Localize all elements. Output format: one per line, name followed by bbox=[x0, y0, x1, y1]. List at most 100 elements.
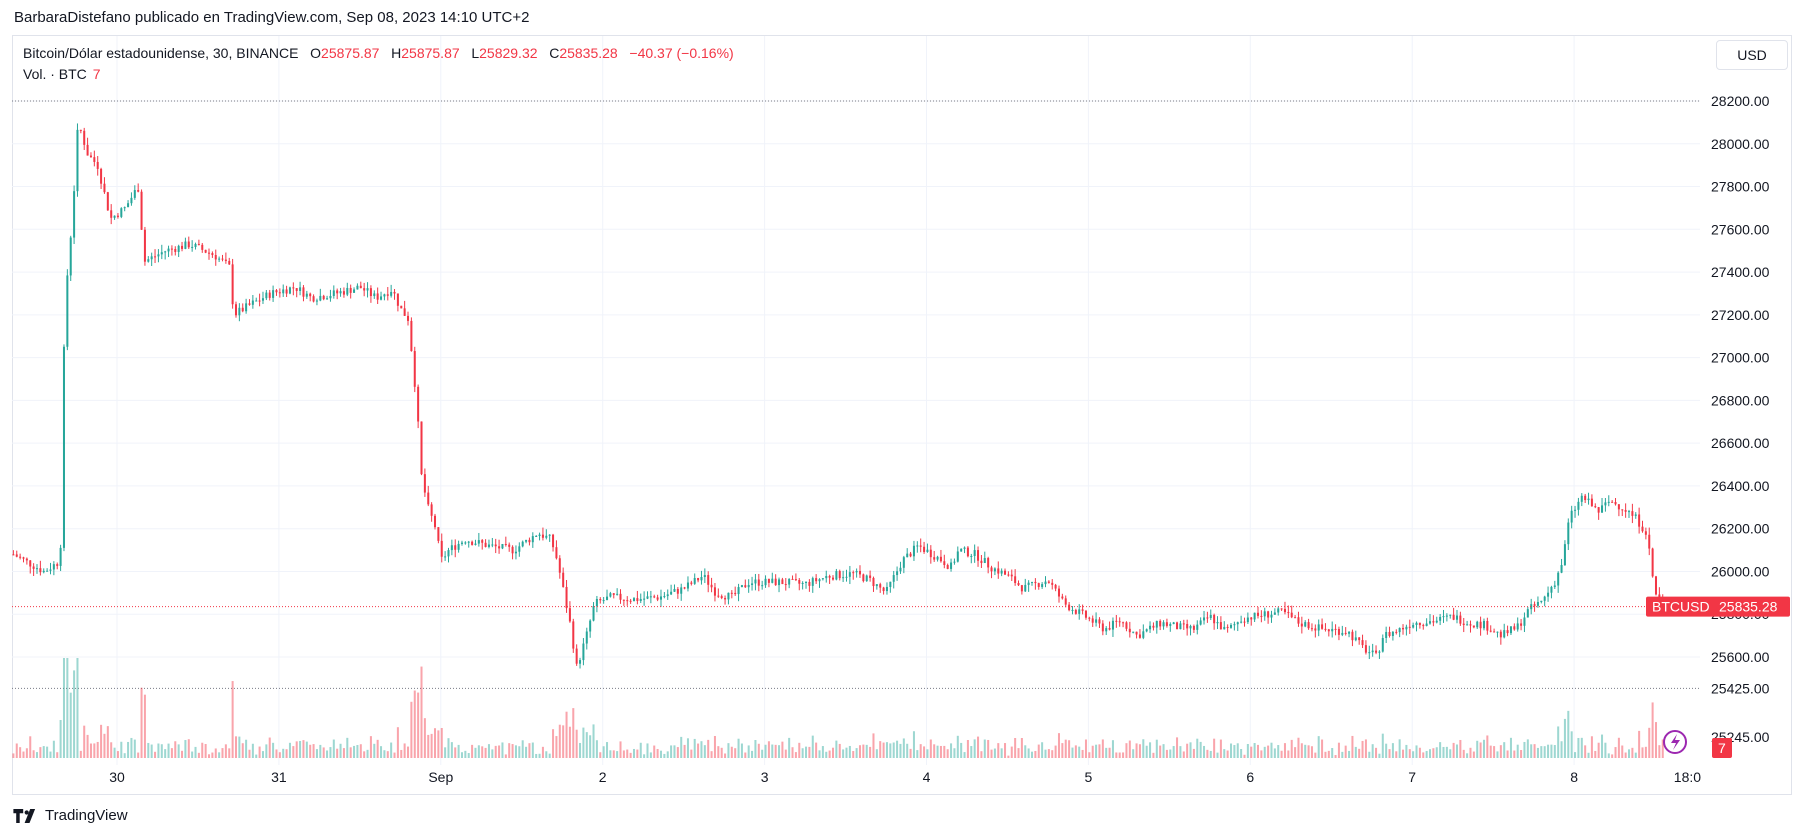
volume-bar bbox=[39, 747, 42, 758]
candle-body bbox=[1584, 495, 1587, 501]
volume-bar bbox=[730, 746, 733, 758]
candle-body bbox=[565, 586, 568, 609]
candle-body bbox=[653, 596, 656, 598]
candle-body bbox=[251, 300, 254, 305]
candle-body bbox=[1412, 624, 1415, 628]
currency-button[interactable]: USD bbox=[1716, 40, 1788, 70]
candle-body bbox=[693, 578, 696, 584]
volume-bar bbox=[1503, 742, 1506, 758]
volume-bar bbox=[828, 750, 831, 758]
candle-body bbox=[676, 588, 679, 594]
volume-bar bbox=[1064, 739, 1067, 758]
candle-body bbox=[747, 584, 750, 588]
volume-bar bbox=[1341, 751, 1344, 758]
candle-body bbox=[1091, 618, 1094, 623]
volume-bar bbox=[896, 740, 899, 758]
volume-bar bbox=[1057, 733, 1061, 758]
volume-bar bbox=[467, 753, 470, 758]
volume-bar bbox=[116, 751, 119, 758]
candle-body bbox=[919, 545, 922, 547]
candle-body bbox=[265, 292, 268, 299]
candle-body bbox=[157, 254, 160, 257]
candle-body bbox=[784, 584, 787, 586]
volume-bar bbox=[906, 743, 909, 758]
candle-body bbox=[1064, 598, 1067, 605]
volume-bar bbox=[869, 746, 872, 758]
volume-bar bbox=[170, 748, 173, 758]
volume-bar bbox=[35, 752, 39, 758]
volume-bar bbox=[643, 754, 646, 758]
candle-body bbox=[1304, 622, 1307, 627]
candle-body bbox=[356, 285, 359, 290]
candle-body bbox=[960, 548, 963, 552]
volume-bar bbox=[1263, 746, 1266, 758]
tradingview-footer[interactable]: TradingView bbox=[13, 807, 128, 824]
candle-body bbox=[697, 578, 700, 581]
candle-body bbox=[62, 346, 65, 548]
candle-body bbox=[1476, 621, 1479, 628]
volume-bar bbox=[1118, 752, 1121, 758]
y-tick-label: 28200.00 bbox=[1711, 93, 1770, 109]
candle-body bbox=[1388, 631, 1391, 636]
volume-bar bbox=[1594, 750, 1597, 758]
x-tick-label: 4 bbox=[923, 769, 931, 785]
volume-bar bbox=[457, 744, 460, 758]
volume-bar bbox=[234, 736, 238, 758]
candle-body bbox=[767, 578, 770, 583]
volume-bar bbox=[713, 735, 716, 758]
volume-bar bbox=[666, 751, 669, 758]
candle-body bbox=[548, 534, 551, 536]
candle-body bbox=[1260, 615, 1263, 617]
symbol-title[interactable]: Bitcoin/Dólar estadounidense, 30, BINANC… bbox=[23, 45, 299, 61]
volume-bar bbox=[791, 747, 794, 758]
candle-body bbox=[896, 571, 899, 576]
volume-bar bbox=[815, 742, 818, 758]
candle-body bbox=[1378, 651, 1381, 653]
candle-body bbox=[1054, 584, 1057, 589]
candle-body bbox=[181, 245, 184, 249]
y-tick-label: 26200.00 bbox=[1711, 521, 1770, 537]
candle-body bbox=[1371, 650, 1374, 653]
candle-body bbox=[194, 243, 197, 247]
volume-label[interactable]: Vol. · BTC bbox=[23, 66, 87, 82]
candle-body bbox=[1051, 582, 1054, 585]
volume-bar bbox=[76, 658, 79, 758]
volume-bar bbox=[356, 744, 359, 758]
candle-body bbox=[727, 592, 730, 600]
candle-body bbox=[1621, 509, 1624, 511]
candle-body bbox=[751, 583, 754, 585]
candle-body bbox=[1182, 623, 1185, 625]
volume-bar bbox=[288, 742, 291, 758]
volume-bar bbox=[49, 751, 52, 758]
candle-body bbox=[1030, 581, 1034, 583]
volume-bar bbox=[875, 749, 878, 758]
volume-bar bbox=[845, 747, 848, 758]
candle-body bbox=[1627, 511, 1631, 513]
candle-body bbox=[1024, 584, 1027, 592]
volume-bar bbox=[113, 747, 116, 758]
volume-bar bbox=[1030, 751, 1034, 758]
volume-bar bbox=[413, 690, 416, 758]
volume-bar bbox=[1489, 745, 1492, 758]
volume-bar bbox=[1115, 752, 1118, 758]
volume-bar bbox=[1199, 741, 1202, 758]
candle-body bbox=[1162, 622, 1165, 627]
candle-body bbox=[592, 606, 595, 621]
candle-body bbox=[1111, 620, 1114, 630]
candle-body bbox=[1216, 622, 1219, 624]
volume-bar bbox=[130, 737, 133, 758]
candle-body bbox=[1348, 631, 1351, 634]
candle-body bbox=[1189, 625, 1192, 629]
volume-bar bbox=[211, 752, 214, 758]
volume-bar bbox=[1604, 742, 1607, 758]
candle-body bbox=[1455, 615, 1459, 620]
candle-body bbox=[1574, 509, 1577, 511]
volume-bar bbox=[767, 741, 770, 758]
candle-body bbox=[59, 547, 62, 566]
candle-body bbox=[997, 568, 1000, 574]
volume-bar bbox=[471, 744, 474, 758]
candle-body bbox=[1169, 624, 1172, 626]
volume-bar bbox=[430, 733, 433, 758]
candle-body bbox=[444, 556, 447, 558]
